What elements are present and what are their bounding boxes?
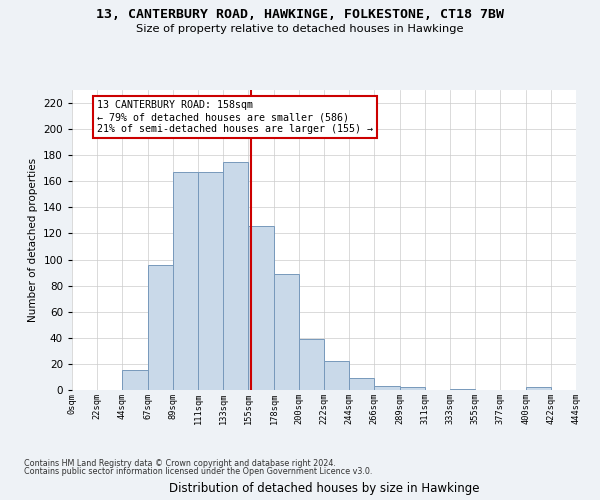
- Text: 13 CANTERBURY ROAD: 158sqm
← 79% of detached houses are smaller (586)
21% of sem: 13 CANTERBURY ROAD: 158sqm ← 79% of deta…: [97, 100, 373, 134]
- Text: Contains HM Land Registry data © Crown copyright and database right 2024.: Contains HM Land Registry data © Crown c…: [24, 458, 336, 468]
- Bar: [248, 226, 274, 390]
- Y-axis label: Number of detached properties: Number of detached properties: [28, 158, 38, 322]
- Bar: [299, 339, 324, 390]
- Bar: [223, 162, 248, 390]
- Bar: [148, 265, 173, 390]
- Bar: [526, 388, 551, 390]
- Text: 13, CANTERBURY ROAD, HAWKINGE, FOLKESTONE, CT18 7BW: 13, CANTERBURY ROAD, HAWKINGE, FOLKESTON…: [96, 8, 504, 20]
- Bar: [198, 172, 223, 390]
- Bar: [400, 388, 425, 390]
- Bar: [324, 362, 349, 390]
- Bar: [349, 378, 374, 390]
- Text: Contains public sector information licensed under the Open Government Licence v3: Contains public sector information licen…: [24, 467, 373, 476]
- Text: Size of property relative to detached houses in Hawkinge: Size of property relative to detached ho…: [136, 24, 464, 34]
- Bar: [274, 274, 299, 390]
- Bar: [450, 388, 475, 390]
- Bar: [173, 172, 198, 390]
- Text: Distribution of detached houses by size in Hawkinge: Distribution of detached houses by size …: [169, 482, 479, 495]
- Bar: [122, 370, 148, 390]
- Bar: [374, 386, 400, 390]
